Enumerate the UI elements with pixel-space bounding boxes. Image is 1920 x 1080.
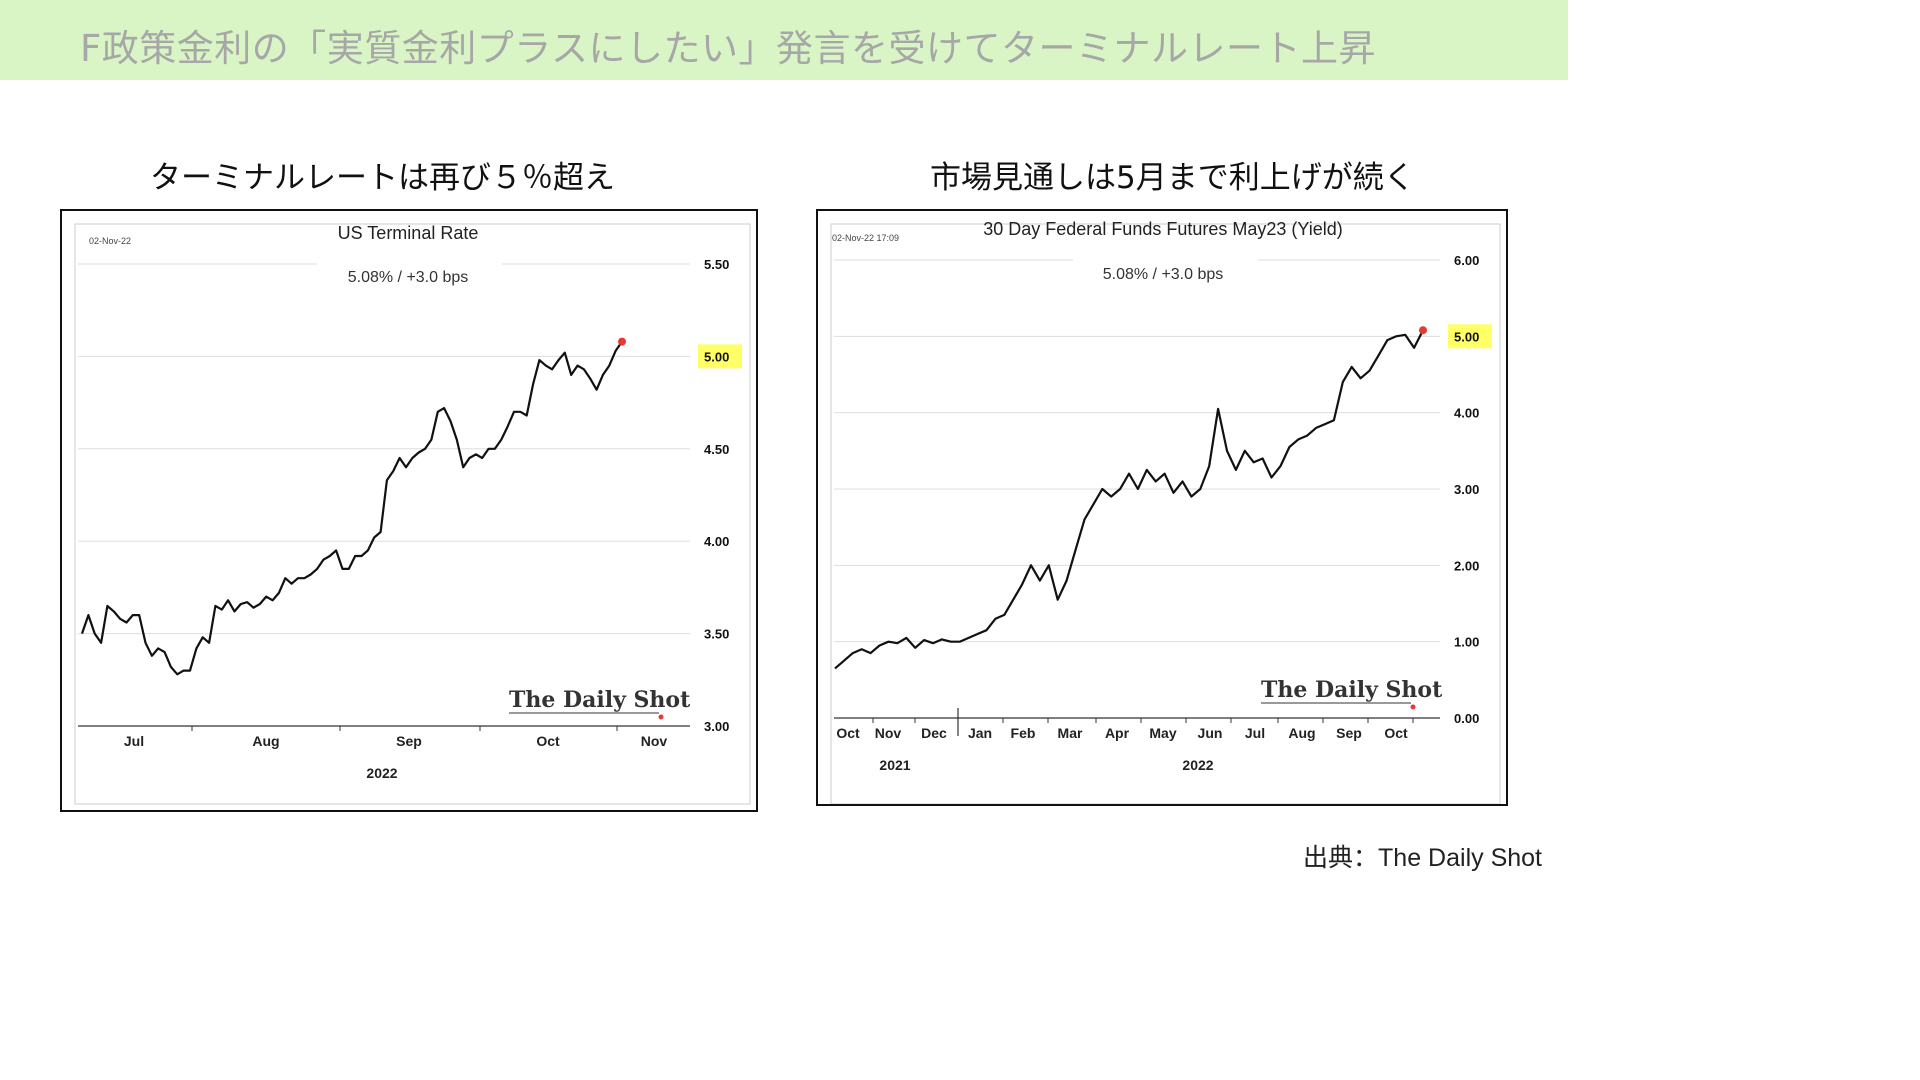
x-tick-label: May — [1149, 725, 1176, 741]
x-tick-label: Sep — [1336, 725, 1362, 741]
x-tick-label: Oct — [536, 733, 560, 749]
y-tick-label: 1.00 — [1454, 635, 1479, 650]
date-stamp: 02-Nov-22 17:09 — [832, 233, 899, 243]
year-label: 2022 — [1182, 757, 1213, 773]
y-tick-label: 2.00 — [1454, 558, 1479, 573]
source-note: 出典：The Daily Shot — [1303, 844, 1542, 872]
x-tick-label: Oct — [1384, 725, 1408, 741]
x-tick-label: Mar — [1058, 725, 1083, 741]
y-tick-label: 3.00 — [704, 719, 729, 734]
watermark-dot — [658, 714, 664, 720]
y-tick-label: 3.00 — [1454, 482, 1479, 497]
x-tick-label: Feb — [1011, 725, 1036, 741]
chart-subtitle: 5.08% / +3.0 bps — [1103, 266, 1224, 283]
chart-subtitle: 5.08% / +3.0 bps — [348, 269, 469, 286]
date-stamp: 02-Nov-22 — [89, 236, 131, 246]
series-end-marker — [1419, 326, 1427, 335]
us-terminal-rate-svg: 3.00 3.50 4.00 4.50 5.00 5.50 Jul Aug Sep Oct Nov 2… — [74, 223, 751, 805]
x-tick-label: Oct — [836, 725, 860, 741]
x-tick-label: Nov — [875, 725, 902, 741]
us-terminal-rate-chart: 3.00 3.50 4.00 4.50 5.00 5.50 Jul Aug Sep Oct Nov 2… — [60, 209, 758, 812]
fed-funds-futures-chart: 0.00 1.00 2.00 3.00 4.00 5.00 6.00 Oct Nov Dec Jan… — [816, 209, 1508, 806]
year-label: 2021 — [879, 757, 910, 773]
fed-funds-futures-svg: 0.00 1.00 2.00 3.00 4.00 5.00 6.00 Oct Nov Dec Jan… — [830, 219, 1501, 804]
y-tick-label: 5.00 — [1454, 329, 1479, 344]
y-tick-label: 5.50 — [704, 257, 729, 272]
y-tick-label: 0.00 — [1454, 711, 1479, 726]
left-chart-heading: ターミナルレートは再び５％超え — [150, 160, 615, 196]
title-banner: F政策金利の「実質金利プラスにしたい」発言を受けてターミナルレート上昇 — [0, 0, 1568, 80]
x-tick-label: Aug — [1288, 725, 1315, 741]
x-tick-label: Jun — [1198, 725, 1223, 741]
x-tick-label: Dec — [921, 725, 947, 741]
watermark: The Daily Shot — [509, 687, 691, 713]
right-chart-heading: 市場見通しは5月まで利上げが続く — [930, 160, 1415, 196]
x-tick-label: Jul — [124, 733, 144, 749]
series-end-marker — [618, 337, 626, 346]
x-tick-label: Jan — [968, 725, 992, 741]
chart-inner-frame — [74, 223, 751, 805]
y-tick-label: 4.50 — [704, 442, 729, 457]
y-tick-label: 5.00 — [704, 349, 729, 364]
chart-title: 30 Day Federal Funds Futures May23 (Yiel… — [983, 219, 1343, 239]
watermark-dot — [1410, 704, 1416, 710]
year-label: 2022 — [366, 765, 397, 781]
chart-title: US Terminal Rate — [338, 223, 479, 243]
y-tick-label: 4.00 — [1454, 406, 1479, 421]
y-tick-label: 4.00 — [704, 534, 729, 549]
series-line — [80, 340, 623, 676]
y-tick-label: 6.00 — [1454, 253, 1479, 268]
highlight-box — [1448, 324, 1492, 349]
x-tick-label: Aug — [252, 733, 279, 749]
x-tick-label: Nov — [641, 733, 668, 749]
banner-title: F政策金利の「実質金利プラスにしたい」発言を受けてターミナルレート上昇 — [80, 27, 1377, 70]
chart-inner-frame — [830, 223, 1501, 804]
watermark: The Daily Shot — [1261, 677, 1443, 703]
y-tick-label: 3.50 — [704, 627, 729, 642]
x-tick-label: Sep — [396, 733, 422, 749]
highlight-box — [698, 344, 742, 369]
series-line — [834, 329, 1424, 670]
x-tick-label: Jul — [1245, 725, 1265, 741]
x-tick-label: Apr — [1105, 725, 1130, 741]
